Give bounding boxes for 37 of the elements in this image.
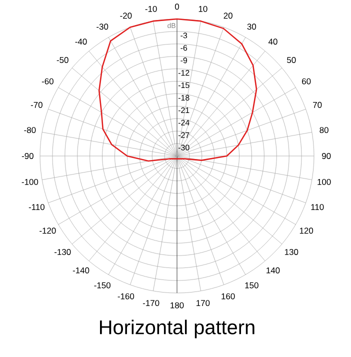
spoke-label: 70	[313, 102, 322, 108]
spoke-label: -20	[120, 12, 132, 19]
spoke-label: 140	[266, 267, 280, 274]
spoke-label: 130	[284, 248, 298, 255]
spoke-label: 180	[170, 302, 184, 308]
spoke-label: -130	[54, 248, 71, 255]
spoke-label: 100	[318, 178, 331, 185]
spoke-label: 30	[247, 24, 256, 30]
spoke-label: 60	[302, 78, 311, 84]
spoke-label: 110	[311, 204, 324, 210]
spoke-label: 50	[287, 57, 296, 64]
spoke-label: -30	[96, 24, 108, 30]
spoke-label: -120	[40, 228, 56, 234]
spoke-label: -50	[56, 57, 68, 64]
spoke-label: -80	[24, 127, 36, 134]
spoke-label: -170	[142, 300, 160, 306]
spoke-label: -60	[42, 78, 54, 84]
spoke-label: -10	[145, 6, 157, 12]
spoke-label: -100	[22, 178, 38, 185]
text: Horizontal pattern	[100, 320, 254, 338]
spoke-label: -70	[30, 102, 42, 108]
spoke-label: -90	[22, 153, 34, 159]
spoke-label: 90	[322, 153, 331, 159]
spoke-label: 80	[320, 127, 328, 134]
spoke-label: 150	[245, 282, 258, 288]
spoke-label: 0	[174, 4, 180, 10]
spoke-label: 40	[268, 38, 278, 45]
spoke-label: 170	[196, 300, 210, 306]
spoke-label: -160	[118, 293, 134, 300]
spoke-label: -150	[94, 282, 110, 288]
spoke-label: 120	[300, 228, 314, 234]
spoke-label: 10	[198, 6, 208, 12]
spoke-label: 160	[222, 293, 235, 300]
spoke-label: -110	[28, 204, 44, 210]
spoke-label: -140	[72, 267, 90, 274]
spoke-label: -40	[75, 38, 87, 45]
spoke-label: 20	[224, 12, 232, 19]
